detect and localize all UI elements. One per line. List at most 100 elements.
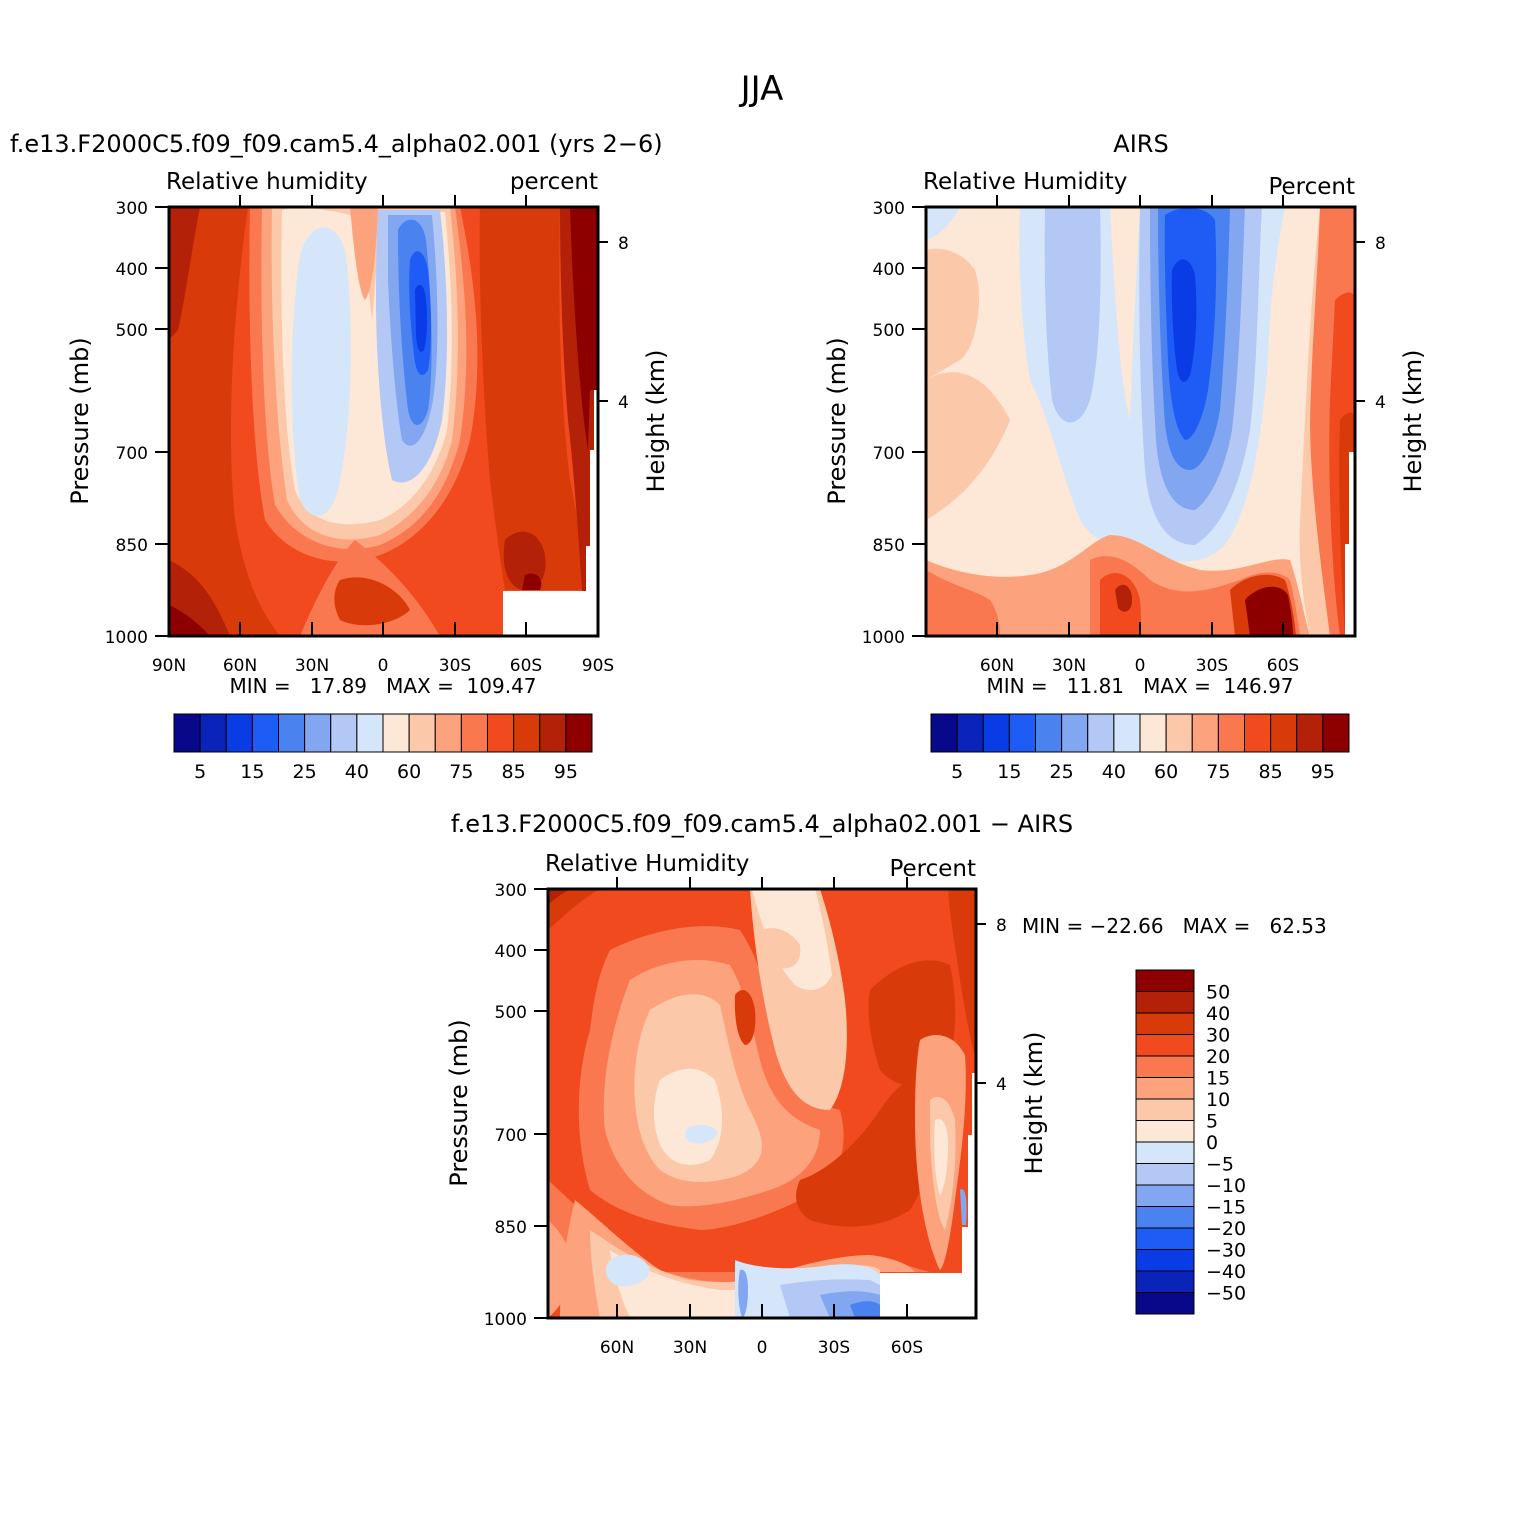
panel-diff-x-tick-label: 60N (600, 1338, 634, 1358)
panel-obs-x-tick-label: 60N (980, 656, 1014, 676)
colorbar-label: −30 (1206, 1240, 1246, 1262)
panel-model-y-tick-label: 1000 (105, 628, 148, 648)
colorbar-box (225, 713, 253, 753)
panel-model-x-tick-label: 0 (378, 656, 389, 676)
panel-model-y-tick-label: 400 (116, 260, 148, 280)
panel-model-y2-axis: 8 4 Height (km) (598, 234, 670, 492)
panel-diff-left-string: Relative Humidity (545, 851, 749, 877)
panel-model-x-axis: 90N 60N 30N 0 30S 60S 90S (152, 195, 614, 676)
panel-obs-stats: MIN = 11.81 MAX = 146.97 (986, 674, 1293, 698)
panel-diff-stats: MIN = −22.66 MAX = 62.53 (1022, 914, 1327, 938)
colorbar-label: 60 (397, 761, 421, 783)
panel-model-colorbar: 5 15 25 40 60 75 85 95 (173, 713, 593, 783)
panel-diff-y-tick-label: 300 (495, 881, 527, 901)
panel-diff-y-tick-label: 400 (495, 942, 527, 962)
colorbar-box (513, 713, 541, 753)
colorbar-box (1135, 1163, 1195, 1186)
colorbar-label: 40 (1206, 1003, 1230, 1025)
colorbar-box (330, 713, 358, 753)
colorbar-label: 0 (1206, 1132, 1218, 1154)
colorbar-box (434, 713, 462, 753)
panel-obs-x-tick-label: 30S (1196, 656, 1228, 676)
panel-diff-y-axis: 300 400 500 700 850 1000 Pressure (mb) (445, 881, 548, 1330)
panel-obs-colorbar: 5 15 25 40 60 75 85 95 (930, 713, 1350, 783)
colorbar-box (304, 713, 332, 753)
panel-model-x-tick-label: 30N (295, 656, 329, 676)
colorbar-box (1244, 713, 1272, 753)
colorbar-box (1191, 713, 1219, 753)
colorbar-box (1135, 1034, 1195, 1057)
colorbar-box (408, 713, 436, 753)
panel-model-y-tick-label: 300 (116, 199, 148, 219)
colorbar-label: 40 (345, 761, 369, 783)
panel-diff-y2-tick-label: 8 (996, 916, 1007, 936)
colorbar-box (1087, 713, 1115, 753)
colorbar-box (1008, 713, 1036, 753)
panel-obs-y-tick-label: 300 (873, 199, 905, 219)
panel-model-y2-label: Height (km) (642, 350, 670, 493)
colorbar-box (356, 713, 384, 753)
colorbar-box (1296, 713, 1324, 753)
panel-model-x-tick-label: 60N (223, 656, 257, 676)
panel-obs-right-string: Percent (1268, 174, 1355, 200)
colorbar-box (1165, 713, 1193, 753)
colorbar-box (487, 713, 515, 753)
panel-diff-y-tick-label: 1000 (484, 1310, 527, 1330)
panel-obs-y2-label: Height (km) (1399, 350, 1427, 493)
colorbar-box (382, 713, 410, 753)
colorbar-label: 5 (951, 761, 963, 783)
panel-diff-y-label: Pressure (mb) (445, 1019, 473, 1186)
colorbar-label: −15 (1206, 1197, 1246, 1219)
page-title: JJA (739, 69, 784, 109)
colorbar-label: 30 (1206, 1025, 1230, 1047)
colorbar-label: −20 (1206, 1218, 1246, 1240)
panel-obs-contour-field (926, 207, 1355, 636)
panel-model-left-string: Relative humidity (166, 169, 368, 195)
panel-diff-y2-axis: 8 4 Height (km) (976, 916, 1048, 1174)
colorbar-label: 60 (1154, 761, 1178, 783)
panel-diff-right-string: Percent (889, 856, 976, 882)
panel-obs-y-tick-label: 850 (873, 536, 905, 556)
colorbar-label: 25 (293, 761, 317, 783)
colorbar-box (982, 713, 1010, 753)
panel-model-x-tick-label: 60S (510, 656, 542, 676)
colorbar-label: −50 (1206, 1283, 1246, 1305)
colorbar-label: 95 (1311, 761, 1335, 783)
colorbar-box (1135, 1077, 1195, 1100)
panel-obs-y-tick-label: 700 (873, 444, 905, 464)
panel-obs-x-axis: 60N 30N 0 30S 60S (980, 195, 1299, 676)
colorbar-box (1135, 1206, 1195, 1229)
colorbar-label: 5 (1206, 1111, 1218, 1133)
colorbar-label: −10 (1206, 1175, 1246, 1197)
colorbar-box (251, 713, 279, 753)
panel-diff-y-tick-label: 500 (495, 1003, 527, 1023)
panel-obs-y2-axis: 8 4 Height (km) (1355, 234, 1427, 492)
colorbar-box (278, 713, 306, 753)
colorbar-label: 85 (1259, 761, 1283, 783)
colorbar-box (1061, 713, 1089, 753)
panel-model: f.e13.F2000C5.f09_f09.cam5.4_alpha02.001… (10, 130, 670, 783)
colorbar-box (460, 713, 488, 753)
colorbar-box (1035, 713, 1063, 753)
colorbar-box (565, 713, 593, 753)
panel-diff-y2-label: Height (km) (1020, 1032, 1048, 1175)
panel-model-stats: MIN = 17.89 MAX = 109.47 (229, 674, 536, 698)
colorbar-box (1135, 991, 1195, 1014)
colorbar-box (1135, 1012, 1195, 1035)
panel-model-x-tick-label: 90N (152, 656, 186, 676)
colorbar-box (539, 713, 567, 753)
panel-model-x-tick-label: 30S (439, 656, 471, 676)
panel-obs-y-tick-label: 400 (873, 260, 905, 280)
colorbar-box (1135, 1227, 1195, 1250)
panel-diff-y-tick-label: 850 (495, 1218, 527, 1238)
panel-diff-x-tick-label: 30S (818, 1338, 850, 1358)
panel-obs-x-tick-label: 30N (1052, 656, 1086, 676)
colorbar-label: 85 (502, 761, 526, 783)
colorbar-box (1270, 713, 1298, 753)
panel-diff-x-axis: 60N 30N 0 30S 60S (600, 877, 923, 1358)
panel-obs-y-tick-label: 500 (873, 321, 905, 341)
colorbar-label: −40 (1206, 1261, 1246, 1283)
panel-model-contour-field (169, 207, 598, 636)
